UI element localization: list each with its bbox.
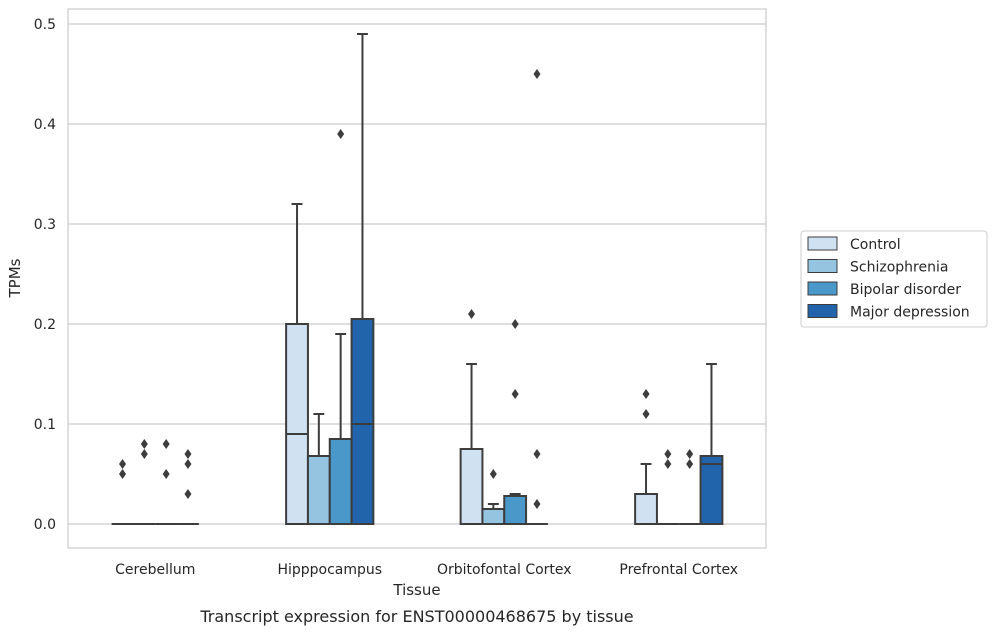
legend-label: Bipolar disorder <box>850 282 961 298</box>
legend-label: Control <box>850 237 901 253</box>
box-3-1 <box>350 33 375 525</box>
x-tick-label: Hipppocampus <box>277 562 382 578</box>
box-1-3 <box>656 449 679 525</box>
outlier-point <box>686 449 694 459</box>
box-1-2 <box>481 469 506 525</box>
outlier-point <box>119 459 127 469</box>
legend-swatch <box>807 236 838 251</box>
box-2-3 <box>678 449 701 525</box>
box-3-3 <box>699 363 724 525</box>
box-body <box>481 508 506 525</box>
box-body <box>306 455 331 525</box>
outlier-point <box>468 309 476 319</box>
box-0-1 <box>285 203 309 525</box>
grid-layer <box>68 23 766 525</box>
y-tick-labels: 0.0 0.1 0.2 0.3 0.4 0.5 <box>34 17 56 533</box>
x-tick-label: Cerebellum <box>115 562 195 578</box>
box-body <box>328 438 353 525</box>
legend-swatch <box>807 281 838 296</box>
y-tick-label: 0.0 <box>34 517 56 533</box>
box-2-2 <box>503 319 528 525</box>
outlier-point <box>162 469 170 479</box>
legend-frame <box>800 230 988 328</box>
box-0-3 <box>634 389 658 525</box>
x-axis-label: Tissue <box>392 581 440 599</box>
outlier-point <box>533 69 541 79</box>
box-2-1 <box>328 129 353 525</box>
box-2-0 <box>155 439 178 525</box>
outlier-point <box>489 469 497 479</box>
box-body <box>350 318 375 525</box>
outlier-point <box>184 459 192 469</box>
outlier-point <box>511 389 519 399</box>
chart-caption: Transcript expression for ENST0000046867… <box>199 607 633 626</box>
box-layer <box>111 33 724 525</box>
box-body <box>503 495 528 525</box>
box-1-1 <box>306 413 331 525</box>
outlier-point <box>642 389 650 399</box>
box-3-2 <box>526 69 548 525</box>
plot-frame <box>67 8 767 549</box>
y-tick-label: 0.2 <box>34 317 56 333</box>
y-tick-label: 0.5 <box>34 17 56 33</box>
outlier-point <box>119 469 127 479</box>
outlier-point <box>533 449 541 459</box>
box-1-0 <box>133 439 156 525</box>
x-tick-label: Orbitofontal Cortex <box>437 562 572 578</box>
outlier-point <box>184 489 192 499</box>
box-body <box>459 448 484 525</box>
x-tick-label: Prefrontal Cortex <box>619 562 738 578</box>
box-0-2 <box>459 309 484 525</box>
outlier-point <box>337 129 345 139</box>
legend-label: Schizophrenia <box>850 260 948 276</box>
box-body <box>699 455 724 525</box>
outlier-point <box>140 449 148 459</box>
outlier-point <box>642 409 650 419</box>
outlier-point <box>533 499 541 509</box>
box-body <box>634 493 658 525</box>
outlier-point <box>511 319 519 329</box>
y-tick-label: 0.3 <box>34 217 56 233</box>
outlier-point <box>162 439 170 449</box>
y-tick-label: 0.4 <box>34 117 56 133</box>
legend-swatch <box>807 304 838 318</box>
x-tick-labels: Cerebellum Hipppocampus Orbitofontal Corte… <box>115 562 738 578</box>
legend: Control Schizophrenia Bipolar disorder Majo… <box>800 230 988 328</box>
box-body <box>285 323 309 525</box>
outlier-point <box>184 449 192 459</box>
outlier-point <box>664 459 672 469</box>
outlier-point <box>140 439 148 449</box>
outlier-point <box>664 449 672 459</box>
outlier-point <box>686 459 694 469</box>
legend-swatch <box>807 259 838 273</box>
y-tick-label: 0.1 <box>34 417 56 433</box>
box-0-0 <box>111 459 134 525</box>
box-3-0 <box>177 449 199 525</box>
legend-label: Major depression <box>850 305 970 321</box>
y-axis-label: TPMs <box>6 258 24 298</box>
